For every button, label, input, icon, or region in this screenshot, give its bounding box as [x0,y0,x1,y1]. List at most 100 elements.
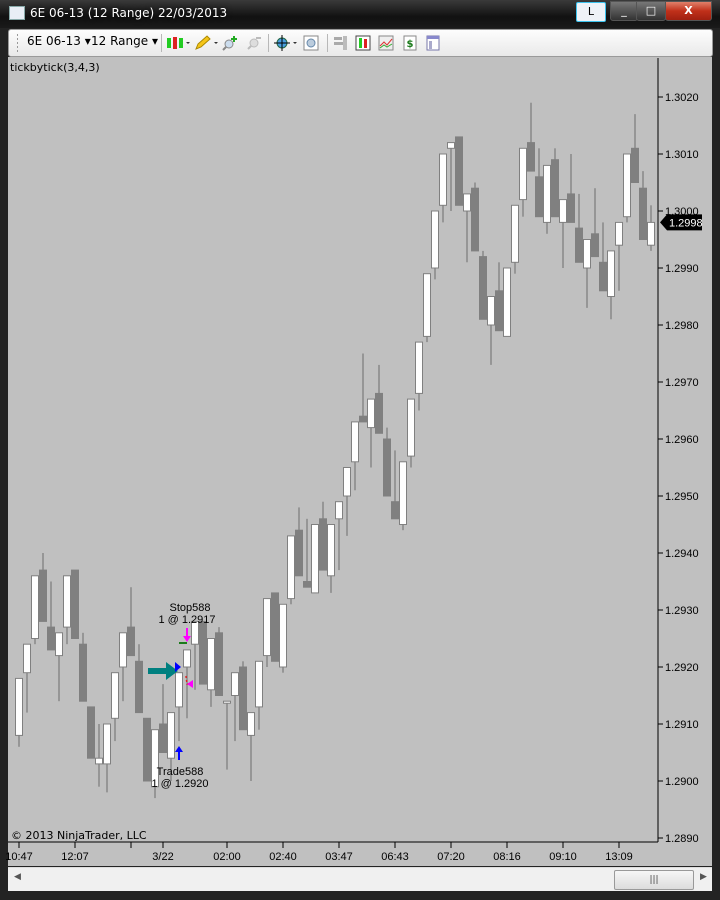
period-label: 12 Range [91,34,149,48]
y-tick-label: 1.2940 [665,548,699,560]
candle-up [231,672,239,697]
strategies-icon[interactable] [378,35,394,51]
stop-order-name: Stop588 [170,602,211,614]
candle-down [631,147,639,184]
scroll-right-arrow-icon[interactable]: ▶ [700,872,707,882]
y-tick-label: 1.2950 [665,491,699,503]
candle-down [39,569,47,622]
candle-down [359,415,367,423]
candle-up [415,341,423,394]
x-tick-label: 09:10 [549,851,577,863]
candle-down [271,592,279,662]
crosshair-globe-icon[interactable] [274,35,300,51]
candle-up [487,296,495,326]
candle-down [79,643,87,702]
instrument-selector[interactable]: 6E 06-13 ▾ [27,34,91,48]
candle-up [63,575,71,628]
candle-up [95,757,103,765]
candle-up [103,723,111,765]
candle-down [383,438,391,497]
zoom-in-icon[interactable] [222,35,238,51]
indicator-label: tickbytick(3,4,3) [10,61,100,74]
candle-up [367,398,375,429]
layout-button[interactable]: L [576,2,606,22]
x-tick-label: 13:09 [605,851,633,863]
trade-arrow-up-icon [175,746,183,760]
candle-up [423,273,431,337]
x-tick-label: 12:07 [61,851,89,863]
candle-down [391,501,399,520]
candle-up [399,461,407,525]
toolbar-separator [161,34,162,52]
candle-up [287,535,295,600]
candle-up [439,153,447,206]
y-tick-label: 1.2990 [665,263,699,275]
candle-up [503,267,511,337]
period-selector[interactable]: 12 Range ▾ [91,34,158,48]
x-tick-label: 10:47 [5,851,33,863]
close-button[interactable]: X [665,1,712,21]
x-tick-label: 03:47 [325,851,353,863]
indicators-icon[interactable] [355,35,371,51]
exit-triangle-icon [187,680,193,688]
candle-up [311,524,319,594]
x-tick-label: 02:40 [269,851,297,863]
candle-up [183,649,191,668]
candle-down [47,626,55,651]
properties-icon[interactable] [333,35,349,51]
toolbar-grip[interactable] [17,34,18,52]
x-tick-label: 08:16 [493,851,521,863]
x-tick-label: 3/22 [152,851,173,863]
candle-up [543,164,551,223]
candle-down [127,626,135,657]
x-tick-label: 02:00 [213,851,241,863]
candle-down [575,227,583,263]
stop-arrow-down-icon [183,628,191,642]
candle-down [135,660,143,714]
chart-app-icon [9,6,25,20]
candle-up [31,575,39,639]
candle-up [247,712,255,736]
candle-up [151,729,159,788]
chevron-down-icon: ▾ [151,34,158,48]
y-tick-label: 1.2930 [665,605,699,617]
candle-down [527,142,535,172]
candle-down [479,256,487,320]
svg-text:$: $ [407,39,414,50]
y-tick-label: 1.2970 [665,377,699,389]
scroll-left-arrow-icon[interactable]: ◀ [14,872,21,882]
candle-down [591,233,599,258]
y-tick-label: 1.2900 [665,776,699,788]
candle-up [263,598,271,657]
y-tick-label: 1.3010 [665,149,699,161]
trade-name: Trade588 [157,766,204,778]
dollar-orders-icon[interactable]: $ [402,35,418,51]
data-box-icon[interactable] [303,35,319,51]
candle-up [607,250,615,297]
candle-up [167,712,175,759]
candle-up [647,221,655,246]
zoom-out-icon[interactable] [246,35,262,51]
bar-type-candlestick-icon[interactable] [166,35,192,51]
candle-up [511,204,519,263]
horizontal-scrollbar[interactable]: ◀ ||| ▶ [8,867,712,891]
y-tick-label: 1.2910 [665,719,699,731]
candle-down [639,187,647,240]
chart-toolbar: 6E 06-13 ▾ 12 Range ▾ $ [8,29,713,57]
candle-up [327,524,335,577]
scrollbar-thumb[interactable]: ||| [614,870,694,890]
title-bar: 6E 06-13 (12 Range) 22/03/2013 L _ □ X [0,0,720,28]
candle-up [335,501,343,520]
last-price-label: 1.2998 [669,217,703,229]
chart-trader-icon[interactable] [425,35,441,51]
candle-down [455,136,463,206]
candle-down [71,569,79,639]
candle-down [551,159,559,218]
candle-down [239,666,247,731]
y-tick-label: 1.2980 [665,320,699,332]
drawing-pencil-icon[interactable] [194,35,220,51]
candle-up [111,672,119,719]
candle-up [519,147,527,201]
candle-down [159,723,167,753]
